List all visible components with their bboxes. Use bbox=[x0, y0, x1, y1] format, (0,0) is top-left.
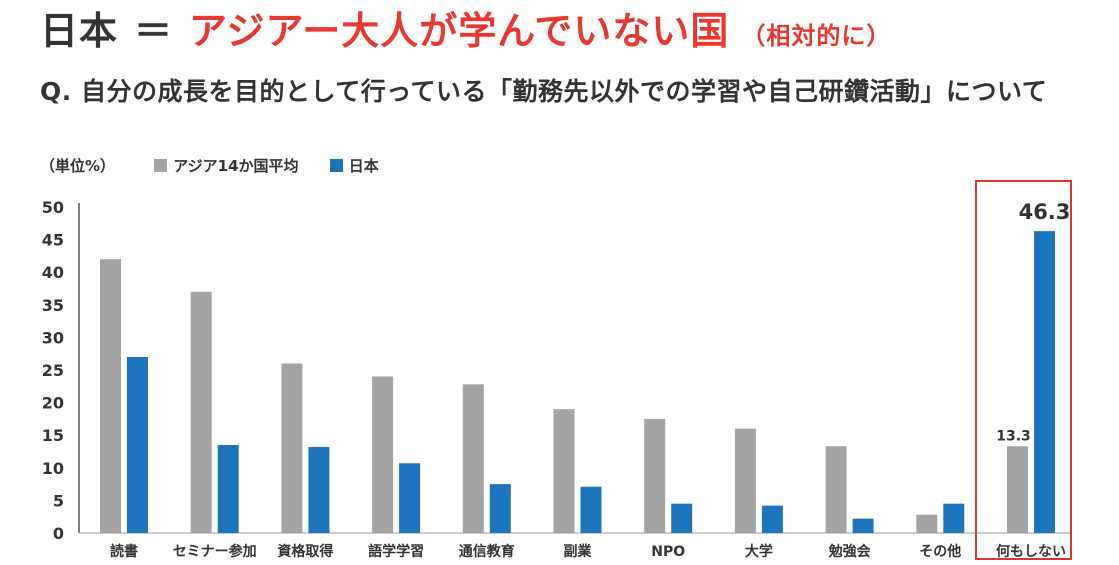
bar-japan bbox=[308, 446, 330, 533]
question-text: Q. 自分の成長を目的として行っている「勤務先以外での学習や自己研鑽活動」につい… bbox=[40, 77, 1048, 106]
headline-note: （相対的に） bbox=[741, 22, 892, 50]
x-tick-label: 読書 bbox=[110, 543, 138, 560]
data-label: 46.3 bbox=[1019, 200, 1071, 224]
bar-japan bbox=[580, 486, 602, 533]
legend: （単位%） アジア14か国平均 日本 bbox=[40, 154, 405, 178]
legend-item-japan: 日本 bbox=[329, 154, 379, 178]
bar-asia-average bbox=[281, 363, 303, 533]
x-tick-label: NPO bbox=[651, 544, 685, 560]
bar-japan bbox=[761, 505, 783, 533]
bar-asia-average bbox=[916, 514, 938, 533]
bar-asia-average bbox=[644, 418, 666, 533]
bar-japan bbox=[671, 503, 693, 533]
x-tick-label: セミナー参加 bbox=[173, 543, 257, 560]
bar-japan bbox=[1034, 231, 1055, 533]
bar-japan bbox=[399, 463, 421, 533]
headline-equals: ＝ bbox=[134, 9, 174, 53]
legend-label-japan: 日本 bbox=[348, 157, 379, 175]
bar-asia-average bbox=[100, 259, 121, 533]
y-tick-label: 20 bbox=[42, 394, 64, 413]
x-tick-label: 通信教育 bbox=[459, 543, 515, 560]
headline: 日本 ＝ アジアー大人が学んでいない国 （相対的に） bbox=[40, 6, 891, 61]
y-tick-label: 5 bbox=[53, 491, 64, 510]
data-label: 13.3 bbox=[996, 428, 1031, 444]
y-tick-label: 25 bbox=[42, 361, 64, 380]
y-tick-label: 30 bbox=[42, 328, 64, 347]
bar-japan bbox=[489, 484, 511, 533]
bar-asia-average bbox=[190, 291, 212, 533]
x-tick-label: 何もしない bbox=[996, 543, 1066, 560]
bar-asia-average bbox=[553, 409, 575, 533]
bar-japan bbox=[217, 444, 239, 533]
bar-asia-average bbox=[734, 428, 756, 533]
x-tick-label: 副業 bbox=[564, 543, 593, 560]
y-tick-label: 40 bbox=[42, 263, 64, 282]
x-tick-label: 語学学習 bbox=[368, 543, 424, 560]
bar-japan bbox=[127, 356, 148, 533]
y-tick-label: 35 bbox=[42, 296, 64, 315]
headline-main: アジアー大人が学んでいない国 bbox=[189, 9, 730, 53]
bar-asia-average bbox=[462, 384, 484, 533]
bar-japan bbox=[943, 503, 965, 533]
bar-asia-average bbox=[372, 376, 394, 533]
headline-subject: 日本 bbox=[40, 9, 119, 53]
y-tick-label: 45 bbox=[42, 231, 64, 250]
highlight-box bbox=[975, 180, 1072, 560]
unit-label: （単位%） bbox=[40, 157, 116, 175]
legend-swatch-japan bbox=[329, 159, 343, 172]
y-tick-label: 0 bbox=[53, 524, 64, 543]
y-tick-label: 50 bbox=[42, 198, 64, 217]
legend-item-asia: アジア14か国平均 bbox=[154, 154, 299, 178]
y-tick-label: 10 bbox=[42, 459, 64, 478]
bar-asia-average bbox=[1007, 446, 1028, 533]
x-tick-label: その他 bbox=[919, 543, 961, 560]
x-tick-label: 勉強会 bbox=[828, 543, 872, 560]
bar-japan bbox=[852, 518, 874, 533]
bar-asia-average bbox=[825, 446, 847, 533]
x-tick-label: 資格取得 bbox=[277, 543, 333, 560]
y-tick-label: 15 bbox=[42, 426, 64, 445]
legend-label-asia: アジア14か国平均 bbox=[173, 157, 299, 175]
legend-swatch-asia bbox=[154, 159, 168, 172]
x-tick-label: 大学 bbox=[745, 543, 773, 560]
